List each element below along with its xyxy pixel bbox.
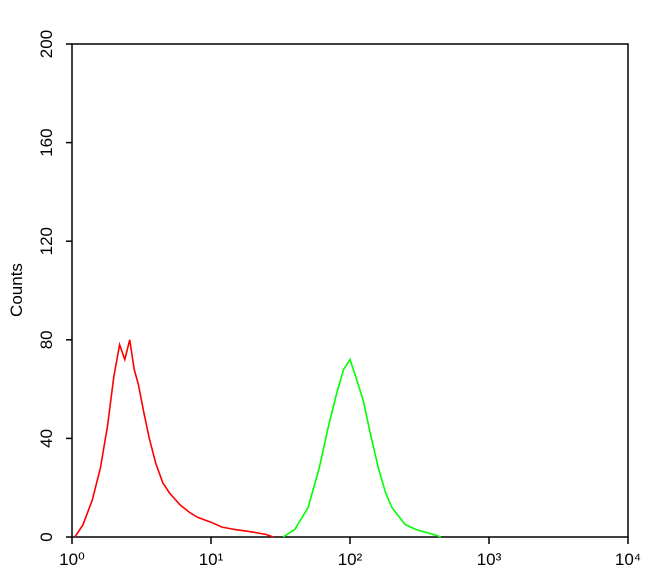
y-tick-label: 160 (37, 128, 56, 156)
y-axis-label: Counts (7, 263, 26, 317)
y-tick-label: 120 (37, 227, 56, 255)
histogram-line (74, 339, 274, 538)
y-tick-label: 80 (37, 330, 56, 349)
x-tick-label: 10⁴ (615, 550, 641, 569)
y-tick-label: 0 (37, 532, 56, 541)
histogram-line (282, 357, 442, 538)
x-tick-label: 10¹ (199, 550, 224, 569)
x-tick-label: 10⁰ (59, 550, 85, 569)
y-tick-label: 200 (37, 30, 56, 58)
y-tick-label: 40 (37, 429, 56, 448)
x-tick-label: 10² (338, 550, 363, 569)
x-tick-label: 10³ (477, 550, 502, 569)
